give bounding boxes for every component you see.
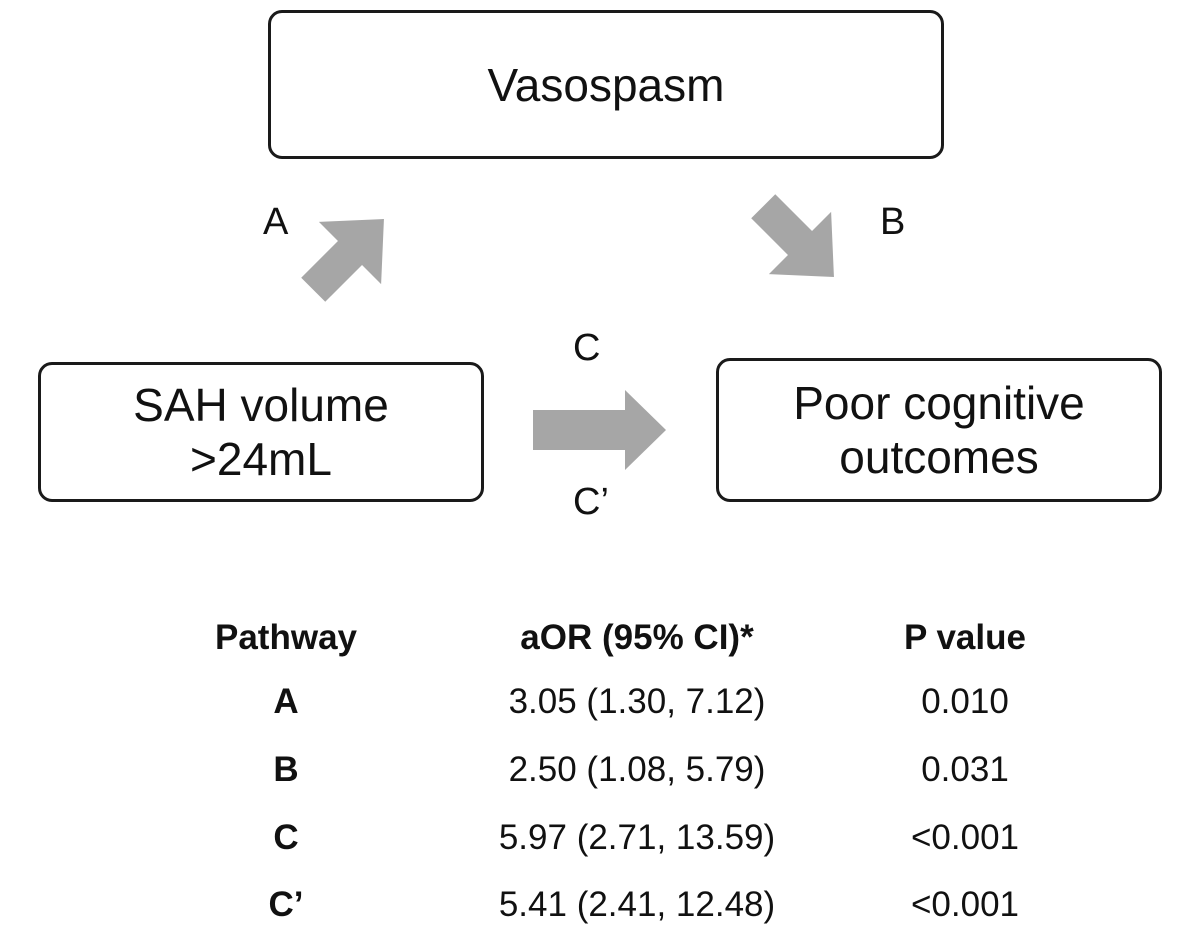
vasospasm-box: Vasospasm (268, 10, 944, 159)
row-pathway: A (273, 682, 299, 721)
table-row: C 5.97 (2.71, 13.59) <0.001 (0, 813, 1200, 863)
poor-outcomes-box: Poor cognitive outcomes (716, 358, 1162, 502)
header-p-value: P value (904, 618, 1026, 657)
table-row: A 3.05 (1.30, 7.12) 0.010 (0, 677, 1200, 727)
path-label-c-prime: C’ (573, 481, 609, 523)
poor-outcomes-label: Poor cognitive outcomes (793, 377, 1085, 483)
arrow-c (533, 390, 666, 470)
path-label-b: B (880, 201, 906, 243)
row-p-value: 0.010 (921, 682, 1009, 721)
row-pathway: C’ (268, 885, 304, 924)
table-header: Pathway aOR (95% CI)* P value (0, 613, 1200, 663)
row-aor: 5.97 (2.71, 13.59) (498, 818, 776, 857)
table-row: C’ 5.41 (2.41, 12.48) <0.001 (0, 880, 1200, 930)
row-p-value: 0.031 (921, 750, 1009, 789)
row-aor: 2.50 (1.08, 5.79) (508, 750, 766, 789)
path-label-a: A (263, 201, 289, 243)
header-aor: aOR (95% CI)* (520, 618, 754, 657)
header-pathway: Pathway (215, 618, 357, 657)
row-p-value: <0.001 (910, 885, 1020, 924)
table-row: B 2.50 (1.08, 5.79) 0.031 (0, 745, 1200, 795)
row-aor: 3.05 (1.30, 7.12) (508, 682, 766, 721)
path-label-c: C (573, 327, 601, 369)
sah-volume-label: SAH volume >24mL (133, 379, 389, 485)
vasospasm-label: Vasospasm (487, 58, 725, 111)
row-aor: 5.41 (2.41, 12.48) (498, 885, 776, 924)
arrow-a (301, 219, 384, 302)
sah-volume-box: SAH volume >24mL (38, 362, 484, 502)
row-pathway: C (273, 818, 299, 857)
arrow-b (751, 194, 834, 277)
row-p-value: <0.001 (910, 818, 1020, 857)
row-pathway: B (273, 750, 299, 789)
